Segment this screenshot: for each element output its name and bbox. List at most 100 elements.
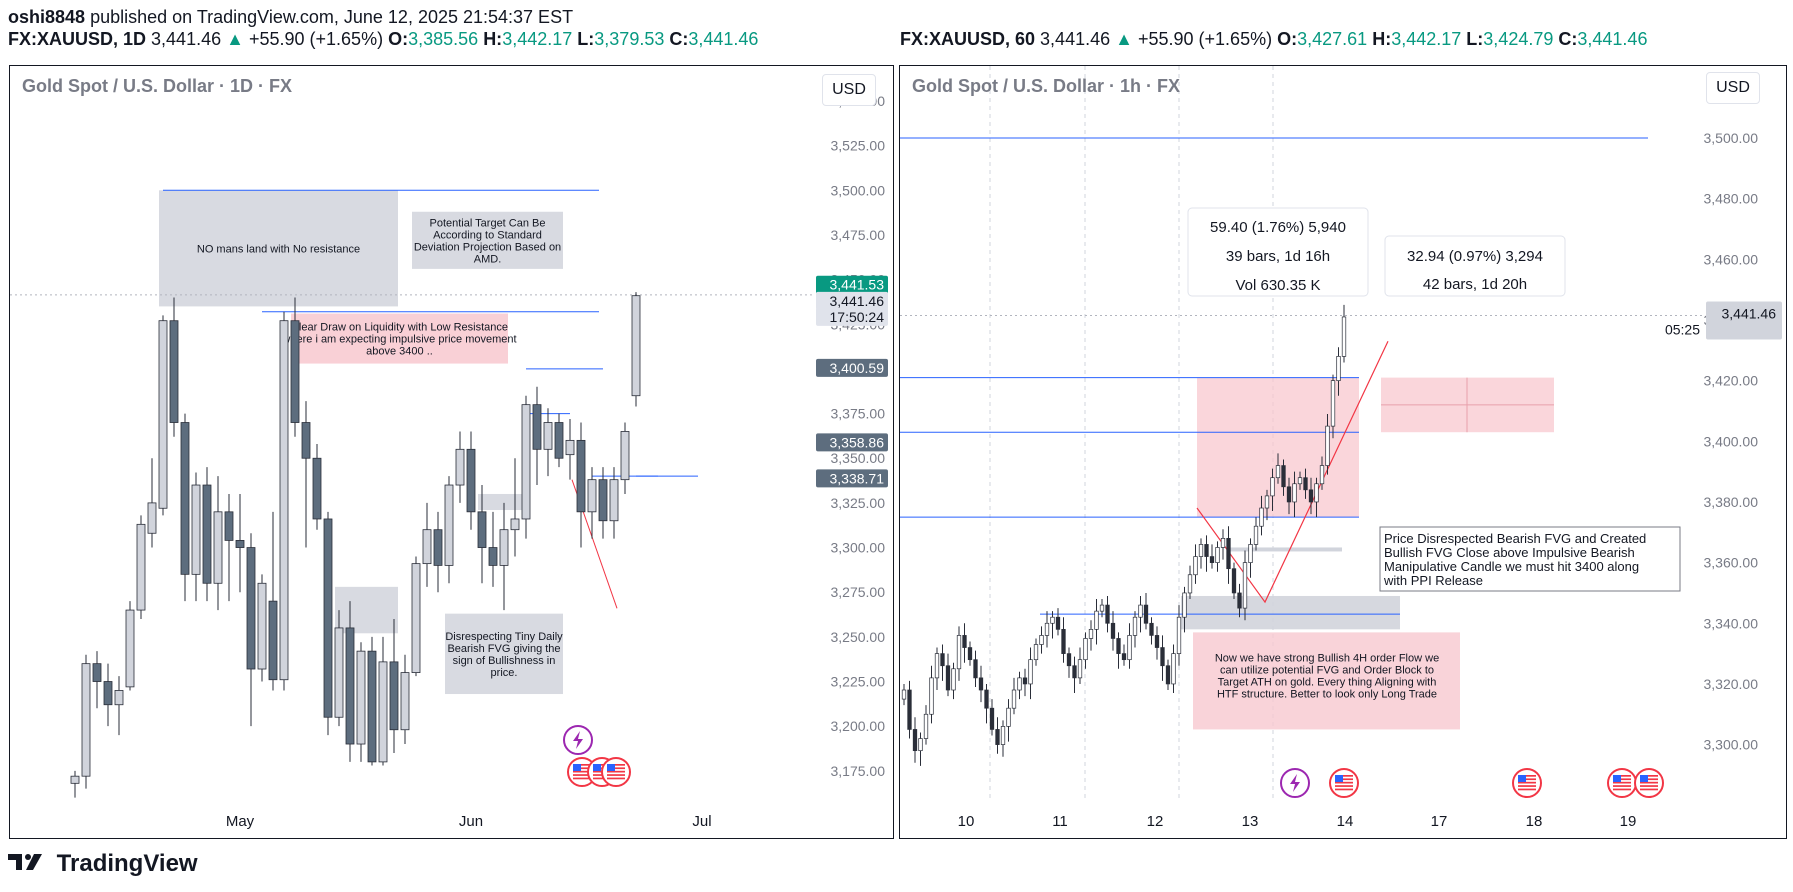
candle-body — [180, 422, 190, 575]
zone-note-text: Disrespecting Tiny Daily — [445, 631, 563, 643]
note-text: with PPI Release — [1383, 573, 1483, 588]
flag-stripe — [1640, 778, 1658, 781]
flag-stripe — [1613, 788, 1631, 791]
y-tick-label: 3,320.00 — [1704, 676, 1759, 692]
candle-body — [1204, 544, 1209, 557]
candle-body — [1138, 604, 1143, 618]
zone-note-text: Potential Target Can Be — [430, 217, 546, 229]
candle-body — [1022, 677, 1028, 685]
candle-body — [1077, 659, 1083, 679]
note-text: Bullish FVG Close above Impulsive Bearis… — [1384, 545, 1635, 560]
candle-body — [356, 650, 366, 745]
right-high-label: H: — [1372, 29, 1392, 49]
candle-body — [1127, 635, 1132, 661]
x-tick-label: May — [226, 813, 255, 830]
author-name[interactable]: oshi8848 — [8, 7, 86, 27]
candle-body — [191, 484, 201, 575]
note-zone — [1193, 632, 1460, 730]
flag-stripe — [1518, 778, 1536, 781]
zone-note-text: According to Standard — [433, 229, 542, 241]
candle-body — [1319, 465, 1325, 485]
price-label-bg — [816, 291, 888, 310]
note-text: Price Disrespected Bearish FVG and Creat… — [1384, 531, 1646, 546]
y-tick-label: 3,175.00 — [831, 763, 886, 779]
projection-line — [1196, 340, 1389, 604]
candle-body — [488, 547, 498, 566]
candle-body — [1336, 356, 1341, 381]
candle-body — [967, 647, 973, 661]
flag-stripe — [1613, 781, 1631, 784]
candle-body — [477, 511, 487, 548]
candle-body — [1297, 477, 1303, 485]
daily-chart-canvas[interactable]: NO mans land with No resistance Clear Dra… — [10, 66, 893, 838]
flag-stripe — [1335, 778, 1353, 781]
candle-body — [1325, 425, 1330, 466]
y-tick-label: 3,225.00 — [831, 674, 886, 690]
daily-currency-button[interactable]: USD — [822, 74, 876, 106]
candle-body — [587, 479, 597, 513]
candle-body — [945, 665, 951, 691]
candle-body — [631, 295, 641, 397]
measure-volume: Vol 630.35 K — [1235, 277, 1320, 294]
candle-body — [1099, 604, 1105, 612]
candle-body — [1226, 538, 1231, 570]
candle-body — [136, 523, 146, 611]
fvg-zone — [478, 493, 526, 511]
candle-body — [1116, 638, 1121, 654]
candle-body — [444, 484, 454, 566]
candle-body — [951, 668, 956, 691]
candle-body — [543, 422, 553, 450]
candle-body — [510, 518, 520, 531]
candle-body — [1270, 477, 1275, 497]
flag-stripe — [607, 770, 625, 773]
candle-body — [378, 661, 388, 763]
flag-stripe — [1335, 788, 1353, 791]
left-close: 3,441.46 — [688, 29, 759, 49]
note-text: HTF structure. Better to look only Long … — [1217, 689, 1437, 701]
hourly-currency-button[interactable]: USD — [1706, 72, 1760, 104]
candle-body — [125, 609, 135, 688]
candle-body — [455, 448, 465, 486]
candle-body — [268, 600, 278, 681]
candle-body — [312, 457, 322, 520]
zone-note-text: where i am expecting impulsive price mov… — [281, 334, 516, 346]
us-flag-icon — [1329, 768, 1359, 798]
left-symbol[interactable]: FX:XAUUSD, 1D — [8, 29, 147, 49]
x-tick-label: 14 — [1337, 813, 1354, 830]
flag-canton — [1613, 775, 1621, 782]
y-tick-label: 3,375.00 — [831, 406, 886, 422]
us-flag-icon — [1512, 768, 1542, 798]
hourly-chart-canvas[interactable]: 3,500.003,480.003,460.003,440.003,420.00… — [900, 66, 1786, 838]
candle-body — [301, 422, 311, 459]
right-close-label: C: — [1558, 29, 1578, 49]
flag-stripe — [1335, 785, 1353, 787]
flag-stripe — [1613, 775, 1631, 777]
candle-body — [1143, 604, 1149, 624]
right-low: 3,424.79 — [1483, 29, 1554, 49]
measure-box — [1187, 207, 1369, 297]
daily-chart-panel[interactable]: NO mans land with No resistance Clear Dra… — [9, 65, 894, 839]
price-label-bg — [816, 469, 888, 488]
candle-body — [1253, 525, 1259, 545]
y-tick-label: 3,275.00 — [831, 584, 886, 600]
right-symbol[interactable]: FX:XAUUSD, 60 — [900, 29, 1036, 49]
left-open: 3,385.56 — [408, 29, 479, 49]
hourly-chart-panel[interactable]: 3,500.003,480.003,460.003,440.003,420.00… — [899, 65, 1787, 839]
us-flag-icon — [1634, 768, 1664, 798]
candle-body — [1314, 483, 1319, 503]
note-text: Manipulative Candle we must hit 3400 alo… — [1384, 559, 1639, 574]
note-text: Target ATH on gold. Every thing Aligning… — [1218, 677, 1437, 689]
flag-stripe — [1518, 775, 1536, 777]
price-label: 3,441.46 — [1722, 306, 1777, 322]
left-price: 3,441.46 — [151, 29, 222, 49]
y-tick-label: 3,525.00 — [831, 138, 886, 154]
candle-body — [103, 681, 113, 706]
candle-body — [1083, 638, 1088, 661]
footer-brand[interactable]: TradingView — [8, 850, 198, 879]
candle-body — [1259, 507, 1264, 527]
right-price: 3,441.46 — [1040, 29, 1111, 49]
annotation-zone — [291, 313, 508, 364]
price-label: 3,358.86 — [830, 434, 885, 450]
y-tick-label: 3,350.00 — [831, 450, 886, 466]
candle-body — [345, 627, 355, 745]
